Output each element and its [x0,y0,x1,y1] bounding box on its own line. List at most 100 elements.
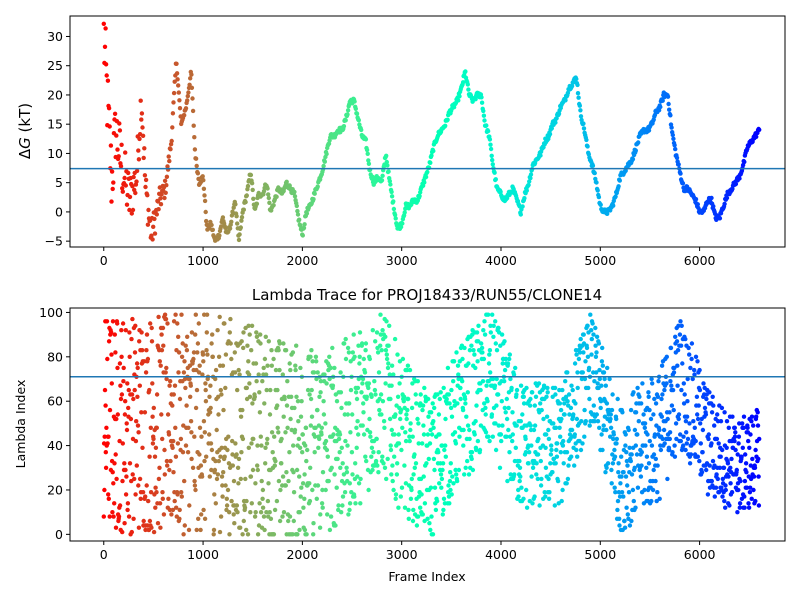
lambda-point [362,370,368,375]
lambda-point [381,461,386,466]
lambda-point [363,348,368,353]
lambda-point [183,443,189,448]
lambda-point [353,461,358,466]
dg-point [485,128,491,134]
lambda-point [380,328,385,333]
lambda-point [521,394,526,399]
lambda-point [148,490,154,495]
lambda-point [144,483,149,488]
lambda-point [227,532,232,537]
lambda-point [223,352,229,357]
dg-point [151,224,156,229]
lambda-point [264,387,269,393]
lambda-point [597,425,602,430]
lambda-point [538,401,543,406]
dg-point [244,193,249,198]
lambda-point [431,425,436,430]
dg-point [185,98,190,103]
lambda-point [195,341,201,346]
lambda-point [124,427,130,433]
lambda-point [196,321,201,326]
lambda-point [510,432,515,437]
lambda-point [477,447,483,453]
lambda-point [622,525,628,530]
dg-point [457,94,462,99]
lambda-point [474,447,479,453]
dg-point [301,225,307,231]
lambda-point [292,427,298,433]
lambda-point [258,434,263,439]
lambda-point [467,427,472,433]
lambda-point [364,394,369,399]
lambda-point [527,450,532,455]
lambda-point [131,516,136,521]
dg-point [504,196,510,201]
lambda-point [684,414,690,419]
lambda-point [217,529,223,535]
lambda-point [183,385,188,391]
dg-point [443,123,448,128]
lambda-point [218,454,223,459]
lambda-point [627,523,633,528]
lambda-point [406,507,411,513]
lambda-point [387,416,393,422]
lambda-point [605,365,610,371]
dg-point [577,103,582,108]
dg-point [149,233,154,238]
lambda-point [122,521,127,526]
lambda-point [564,450,570,455]
lambda-point [177,396,183,402]
lambda-point [614,441,619,446]
lambda-point [248,474,254,479]
dg-point [366,158,371,163]
lambda-point [737,505,742,510]
lambda-point [124,474,129,479]
lambda-point [136,483,141,488]
lambda-point [460,407,466,413]
lambda-point [601,370,607,375]
lambda-point [249,348,254,353]
y-tick-label: 15 [47,117,63,132]
lambda-point [307,481,312,486]
lambda-point [235,465,241,470]
lambda-point [538,458,543,464]
lambda-point [425,432,431,437]
lambda-axes-frame [69,307,786,542]
lambda-point [200,372,205,377]
lambda-point [600,345,605,351]
lambda-point [635,432,640,437]
lambda-point [524,487,529,493]
lambda-point [482,319,487,324]
lambda-point [253,510,258,515]
lambda-point [255,443,260,448]
lambda-point [428,485,434,490]
lambda-point [523,450,529,455]
lambda-point [384,319,389,324]
lambda-point [177,507,182,513]
lambda-point [678,438,683,444]
lambda-point [623,432,628,437]
lambda-point [209,467,214,473]
lambda-point [237,372,242,377]
lambda-point [645,432,650,437]
dg-point [190,108,196,114]
lambda-point [257,390,262,395]
lambda-point [148,321,153,326]
dg-point [145,193,150,198]
lambda-point [104,319,110,324]
lambda-point [461,443,466,448]
lambda-point [633,410,639,415]
lambda-point [318,512,323,517]
lambda-point [723,487,728,493]
lambda-point [416,421,421,426]
lambda-point [407,438,412,444]
dg-point [489,153,494,158]
lambda-point [311,521,316,526]
lambda-point [750,456,755,462]
dg-point [312,191,317,196]
lambda-point [602,376,607,382]
dg-point [711,204,716,209]
lambda-point [500,423,505,428]
lambda-point [481,356,487,362]
dg-point [590,163,596,168]
